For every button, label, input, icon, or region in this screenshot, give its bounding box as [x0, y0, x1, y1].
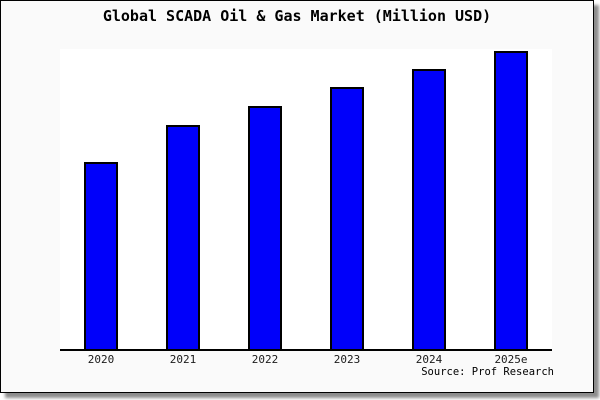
x-tick-label-2023: 2023: [333, 353, 361, 366]
source-credit: Source: Prof Research: [421, 366, 554, 378]
bar-2022: [248, 106, 282, 349]
bar-2024: [412, 69, 446, 349]
x-axis-labels: 2020 2021 2022 2023 2024 2025e: [60, 353, 552, 367]
bar-2020: [84, 162, 118, 349]
x-tick-label-2021: 2021: [169, 353, 197, 366]
bar-2023: [330, 87, 364, 349]
bar-2021: [166, 125, 200, 349]
bar-2025e: [494, 51, 528, 349]
x-tick-label-2025e: 2025e: [494, 353, 528, 366]
x-tick-label-2022: 2022: [251, 353, 279, 366]
x-tick-label-2020: 2020: [87, 353, 115, 366]
plot-area: [60, 49, 552, 351]
chart-title: Global SCADA Oil & Gas Market (Million U…: [102, 7, 492, 25]
chart-card: Global SCADA Oil & Gas Market (Million U…: [0, 0, 594, 393]
x-tick-label-2024: 2024: [415, 353, 443, 366]
